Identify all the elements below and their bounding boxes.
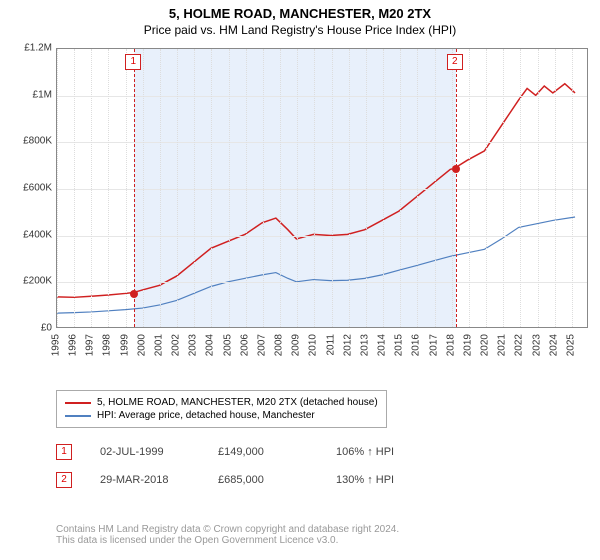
sale-pct: 130% ↑ HPI [336, 474, 426, 486]
sale-price: £685,000 [218, 474, 308, 486]
x-tick-label: 2008 [274, 334, 285, 356]
sale-row: 1 02-JUL-1999 £149,000 106% ↑ HPI [56, 444, 426, 460]
y-tick-label: £600K [8, 183, 52, 194]
legend-label: HPI: Average price, detached house, Manc… [97, 410, 315, 421]
x-tick-label: 2003 [188, 334, 199, 356]
y-tick-label: £800K [8, 136, 52, 147]
sale-pct: 106% ↑ HPI [336, 446, 426, 458]
x-tick-label: 2005 [222, 334, 233, 356]
legend-item: 5, HOLME ROAD, MANCHESTER, M20 2TX (deta… [65, 396, 378, 409]
x-tick-label: 2024 [548, 334, 559, 356]
y-tick-label: £200K [8, 276, 52, 287]
chart-area: £0£200K£400K£600K£800K£1M£1.2M1995199619… [8, 48, 592, 378]
attribution: Contains HM Land Registry data © Crown c… [56, 524, 399, 546]
x-tick-label: 2004 [205, 334, 216, 356]
x-tick-label: 2015 [394, 334, 405, 356]
x-tick-label: 2021 [497, 334, 508, 356]
sale-row-marker: 2 [56, 472, 72, 488]
x-tick-label: 1999 [119, 334, 130, 356]
x-tick-label: 2010 [308, 334, 319, 356]
x-tick-label: 2023 [531, 334, 542, 356]
x-tick-label: 2002 [171, 334, 182, 356]
sale-point [130, 290, 138, 298]
chart-lines [57, 49, 587, 327]
y-tick-label: £400K [8, 229, 52, 240]
x-tick-label: 2009 [291, 334, 302, 356]
sale-date: 02-JUL-1999 [100, 446, 190, 458]
x-tick-label: 1996 [68, 334, 79, 356]
y-tick-label: £1.2M [8, 43, 52, 54]
x-tick-label: 1998 [102, 334, 113, 356]
x-tick-label: 2014 [377, 334, 388, 356]
attribution-line: This data is licensed under the Open Gov… [56, 535, 399, 546]
series-price_paid [57, 84, 575, 298]
y-tick-label: £1M [8, 89, 52, 100]
x-tick-label: 2013 [359, 334, 370, 356]
x-tick-label: 2018 [445, 334, 456, 356]
x-tick-label: 2017 [428, 334, 439, 356]
x-tick-label: 2001 [153, 334, 164, 356]
x-tick-label: 2022 [514, 334, 525, 356]
legend-item: HPI: Average price, detached house, Manc… [65, 409, 378, 422]
chart-subtitle: Price paid vs. HM Land Registry's House … [0, 21, 600, 37]
sale-point [452, 165, 460, 173]
x-tick-label: 2016 [411, 334, 422, 356]
y-tick-label: £0 [8, 323, 52, 334]
x-tick-label: 2006 [239, 334, 250, 356]
sale-price: £149,000 [218, 446, 308, 458]
x-tick-label: 1995 [51, 334, 62, 356]
series-hpi [57, 217, 575, 313]
sale-marker-badge: 1 [125, 54, 141, 70]
x-tick-label: 2000 [136, 334, 147, 356]
x-tick-label: 2025 [565, 334, 576, 356]
sale-date: 29-MAR-2018 [100, 474, 190, 486]
sale-row: 2 29-MAR-2018 £685,000 130% ↑ HPI [56, 472, 426, 488]
legend-swatch [65, 402, 91, 404]
x-tick-label: 2020 [480, 334, 491, 356]
x-tick-label: 2019 [462, 334, 473, 356]
x-tick-label: 2007 [256, 334, 267, 356]
plot-area [56, 48, 588, 328]
legend-label: 5, HOLME ROAD, MANCHESTER, M20 2TX (deta… [97, 397, 378, 408]
sale-row-marker: 1 [56, 444, 72, 460]
x-tick-label: 2012 [342, 334, 353, 356]
legend: 5, HOLME ROAD, MANCHESTER, M20 2TX (deta… [56, 390, 387, 428]
chart-title: 5, HOLME ROAD, MANCHESTER, M20 2TX [0, 0, 600, 21]
x-tick-label: 1997 [85, 334, 96, 356]
legend-swatch [65, 415, 91, 417]
sale-marker-badge: 2 [447, 54, 463, 70]
attribution-line: Contains HM Land Registry data © Crown c… [56, 524, 399, 535]
x-tick-label: 2011 [325, 334, 336, 356]
